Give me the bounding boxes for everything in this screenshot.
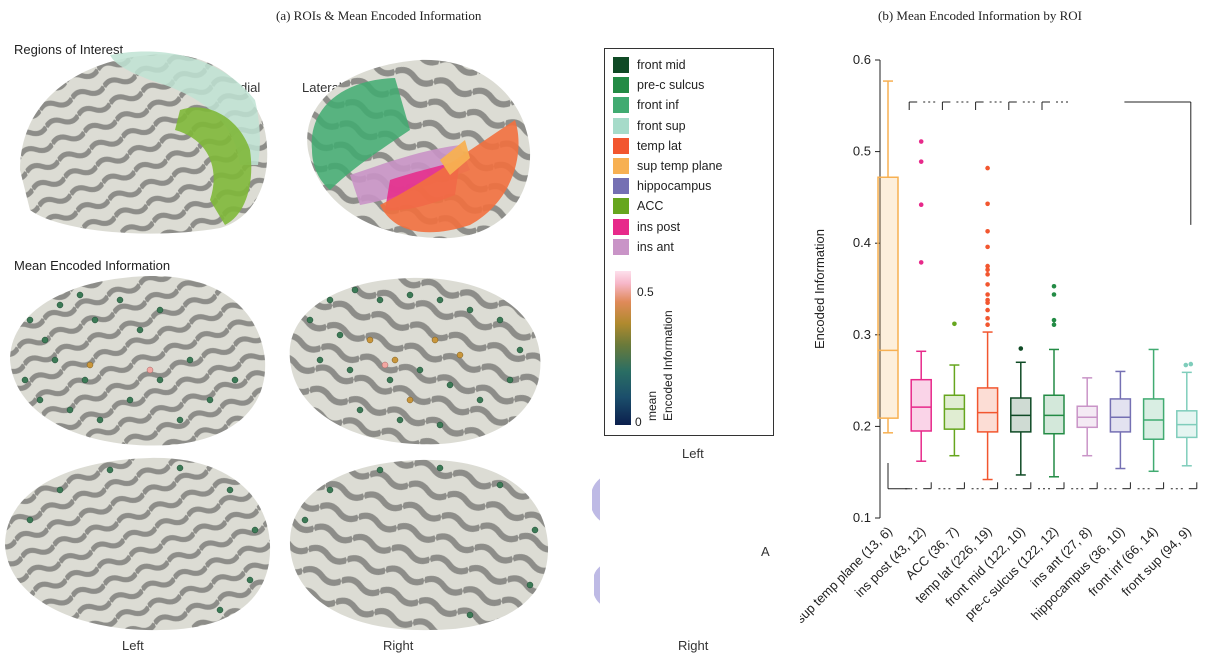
box (910, 378, 932, 432)
box (943, 394, 966, 430)
legend-swatch (613, 218, 629, 235)
y-tick-label: 0.5 (853, 144, 871, 159)
panel-b-title: (b) Mean Encoded Information by ROI (878, 8, 1082, 23)
legend-item: ins ant (613, 238, 674, 255)
legend-label: sup temp plane (637, 159, 723, 173)
colorbar-max-tick: 0.5 (637, 285, 654, 299)
legend-swatch (613, 77, 629, 94)
lateral-brain-roi (307, 59, 531, 239)
legend-item: front sup (613, 117, 686, 134)
outlier-point (985, 228, 990, 234)
outlier-point (985, 322, 990, 328)
box (1142, 398, 1165, 440)
colorbar (615, 271, 631, 425)
y-tick-label: 0.1 (853, 510, 871, 525)
legend-label: front mid (637, 58, 686, 72)
medial-left-brain (5, 457, 271, 631)
legend-swatch (613, 57, 629, 73)
electrode-dots (21, 286, 539, 619)
mean-info-right-brain (289, 277, 541, 445)
outlier-point (985, 201, 990, 207)
panel-a-title: (a) ROIs & Mean Encoded Information (276, 8, 482, 23)
y-tick-label: 0.3 (853, 327, 871, 342)
legend-label: front inf (637, 98, 679, 113)
legend-item: front mid (613, 57, 686, 73)
outlier-point (918, 139, 924, 144)
outlier-point (1051, 322, 1057, 328)
box (976, 387, 999, 433)
outlier-point (985, 267, 990, 273)
outlier-point (985, 316, 990, 321)
outlier-point (985, 244, 990, 250)
brain-illustrations (5, 51, 600, 631)
legend-swatch (613, 97, 629, 114)
outlier-point (985, 263, 990, 269)
legend-item: ins post (613, 218, 681, 235)
outlier-point (1051, 317, 1057, 323)
legend-swatch (613, 238, 629, 255)
legend-swatch (613, 158, 629, 174)
box (1043, 394, 1065, 435)
y-tick-label: 0.6 (853, 52, 871, 67)
legend-label: front sup (637, 118, 686, 133)
colorbar-min-tick: 0 (635, 415, 642, 429)
legend-item: hippocampus (613, 178, 712, 195)
box (877, 176, 899, 419)
box (1109, 398, 1132, 433)
colorbar-label: mean (645, 390, 659, 421)
outlier-point (1188, 361, 1194, 367)
outlier-point (918, 159, 924, 164)
outlier-point (985, 165, 990, 171)
legend-item: ACC (613, 198, 664, 215)
outlier-point (1051, 292, 1057, 297)
roi-legend: front mid pre-c sulcus front inf front sup t… (604, 48, 774, 436)
legend-label: ins ant (637, 239, 674, 254)
hippocampus-left-label: Left (682, 446, 704, 461)
outlier-point (985, 292, 990, 297)
legend-label: temp lat (637, 138, 682, 153)
hippocampus-right-view (594, 566, 600, 604)
mean-info-left-brain (10, 275, 266, 446)
outlier-point (918, 202, 924, 208)
left-label: Left (122, 638, 144, 653)
anterior-label: A (761, 544, 770, 559)
hippocampus-right-label: Right (678, 638, 709, 653)
colorbar-label: Encoded Information (661, 310, 675, 421)
y-tick-label: 0.2 (853, 418, 871, 433)
mean-encoded-information-label: Mean Encoded Information (14, 258, 171, 273)
outlier-point (1183, 362, 1189, 368)
hippocampus-left-view (592, 478, 600, 521)
legend-item: pre-c sulcus (613, 77, 705, 94)
right-label: Right (383, 638, 414, 653)
y-tick-label: 0.4 (853, 235, 871, 250)
outlier-point (985, 297, 990, 303)
legend-label: ins post (637, 219, 681, 234)
legend-item: sup temp plane (613, 158, 722, 174)
medial-right-brain (289, 459, 549, 631)
legend-item: temp lat (613, 137, 682, 154)
outlier-point (1018, 346, 1024, 351)
legend-item: front inf (613, 97, 679, 114)
medial-brain-roi (20, 51, 268, 234)
outlier-point (985, 307, 990, 313)
legend-swatch (613, 198, 629, 215)
outlier-point (985, 272, 990, 277)
legend-swatch (613, 117, 629, 134)
legend-label: pre-c sulcus (637, 78, 705, 93)
y-axis-label: Encoded Information (812, 229, 827, 349)
legend-swatch (613, 178, 629, 195)
legend-swatch (613, 137, 629, 154)
outlier-point (1051, 283, 1057, 289)
regions-of-interest-label: Regions of Interest (14, 42, 124, 57)
outlier-point (952, 321, 957, 327)
outlier-point (985, 282, 990, 287)
outlier-point (918, 260, 924, 265)
legend-label: hippocampus (637, 179, 712, 194)
legend-label: ACC (637, 199, 664, 214)
